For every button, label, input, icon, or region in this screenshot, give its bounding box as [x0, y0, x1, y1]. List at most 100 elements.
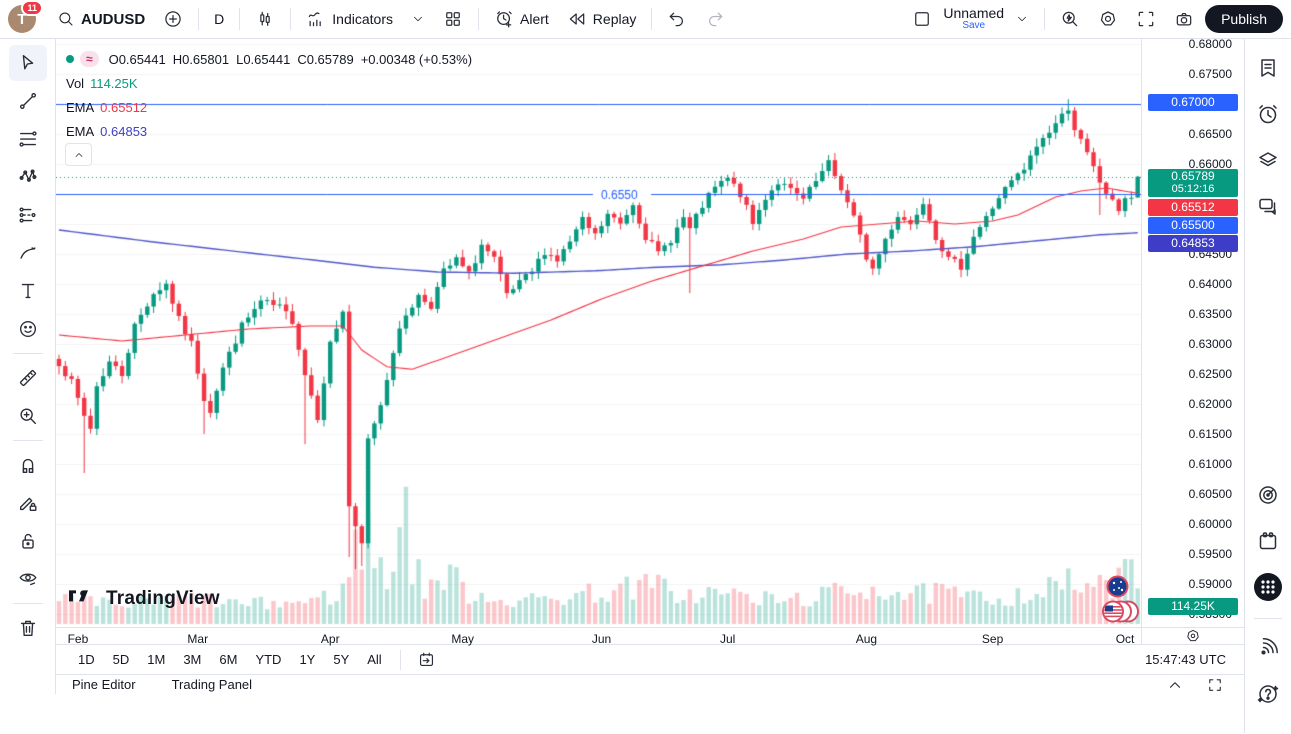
publish-button[interactable]: Publish — [1205, 5, 1283, 33]
grid-layout-button[interactable] — [436, 5, 470, 33]
top-toolbar: T 11 AUDUSD D Indicators Alert Replay — [0, 0, 1291, 39]
symbol-search-button[interactable]: AUDUSD — [50, 6, 152, 32]
replay-button[interactable]: Replay — [560, 5, 644, 33]
user-avatar[interactable]: T 11 — [8, 0, 43, 33]
lock-drawings-button[interactable] — [9, 523, 47, 559]
trend-line-tool-button[interactable] — [9, 83, 47, 119]
divider — [1044, 8, 1046, 30]
range-5d-button[interactable]: 5D — [112, 652, 130, 667]
cursor-tool-button[interactable] — [8, 45, 47, 81]
price-tick: 0.63000 — [1188, 337, 1232, 351]
range-6m-button[interactable]: 6M — [219, 652, 238, 667]
redo-button[interactable] — [698, 5, 732, 33]
time-axis-labels[interactable]: Feb Mar Apr May Jun Jul Aug Sep Oct — [56, 628, 1141, 646]
range-ytd-button[interactable]: YTD — [255, 652, 282, 667]
range-1d-button[interactable]: 1D — [78, 652, 95, 667]
layout-chevron[interactable] — [1008, 8, 1036, 30]
price-axis-badge[interactable]: 0.64853 — [1148, 235, 1238, 252]
price-chart-canvas[interactable] — [56, 39, 1141, 627]
fib-retracement-tool-button[interactable] — [9, 121, 47, 157]
divider — [478, 8, 479, 30]
legend-collapse-button[interactable] — [65, 143, 92, 166]
trash-icon — [20, 620, 35, 637]
indicators-icon — [309, 12, 322, 27]
help-icon — [1257, 685, 1279, 703]
trading-panel-tab[interactable]: Trading Panel — [171, 677, 253, 692]
undo-button[interactable] — [660, 5, 694, 33]
candlestick-icon — [260, 11, 271, 26]
quick-search-button[interactable] — [1053, 5, 1087, 33]
time-axis-month-label: Feb — [67, 632, 89, 646]
price-tick: 0.64000 — [1188, 277, 1232, 291]
volume-label: Vol — [66, 75, 85, 91]
object-tree-button[interactable] — [1251, 143, 1285, 177]
time-axis[interactable]: Feb Mar Apr May Jun Jul Aug Sep Oct — [56, 627, 1244, 646]
zoom-in-tool-button[interactable] — [9, 398, 47, 434]
chat-button[interactable] — [1251, 189, 1285, 223]
session-clock[interactable]: 15:47:43 UTC — [1145, 652, 1226, 667]
settings-button[interactable] — [1091, 5, 1125, 33]
help-button[interactable] — [1251, 677, 1285, 711]
screener-button[interactable] — [1251, 478, 1285, 512]
text-tool-button[interactable] — [9, 273, 47, 309]
price-tick: 0.59500 — [1188, 547, 1232, 561]
indicators-button[interactable]: Indicators — [299, 5, 400, 33]
price-axis-badge[interactable]: 0.67000 — [1148, 94, 1238, 111]
panel-maximize-icon[interactable] — [1206, 676, 1224, 694]
divider — [12, 603, 43, 604]
watchlist-button[interactable] — [1251, 51, 1285, 85]
hide-drawings-button[interactable] — [9, 561, 47, 597]
alert-button[interactable]: Alert — [487, 5, 556, 33]
price-axis-badge[interactable]: 0.65512 — [1148, 199, 1238, 216]
layout-manager-button[interactable] — [905, 5, 939, 33]
remove-drawings-button[interactable] — [9, 610, 47, 646]
brush-tool-button[interactable] — [9, 235, 47, 271]
axis-gear-icon[interactable] — [1185, 628, 1201, 644]
ohlc-values: O0.65441 H0.65801 L0.65441 C0.65789 +0.00348… — [109, 52, 479, 67]
delayed-data-icon[interactable]: ≈ — [80, 51, 99, 67]
range-5y-button[interactable]: 5Y — [333, 652, 350, 667]
pine-editor-tab[interactable]: Pine Editor — [72, 677, 136, 692]
alert-label: Alert — [520, 11, 549, 27]
compare-add-symbol-button[interactable] — [156, 5, 190, 33]
fib-lines-icon — [18, 131, 37, 147]
price-axis-badge[interactable]: 0.65789 05:12:16 — [1148, 169, 1238, 197]
pattern-tool-button[interactable] — [9, 159, 47, 195]
chart-style-button[interactable] — [248, 5, 282, 33]
range-3m-button[interactable]: 3M — [183, 652, 202, 667]
range-1y-button[interactable]: 1Y — [299, 652, 316, 667]
price-axis[interactable]: 0.68000 0.67500 0.66500 0.66000 0.64500 0.640… — [1141, 37, 1244, 627]
price-tick: 0.63500 — [1188, 307, 1232, 321]
emoji-tool-button[interactable] — [9, 311, 47, 347]
interval-button[interactable]: D — [207, 7, 231, 31]
time-axis-month-label: Jul — [719, 632, 736, 646]
price-tick: 0.67500 — [1188, 67, 1232, 81]
range-1m-button[interactable]: 1M — [147, 652, 166, 667]
magnet-mode-button[interactable] — [9, 447, 47, 483]
ema-slow-value: 0.64853 — [100, 123, 148, 139]
fullscreen-icon — [1138, 11, 1154, 27]
go-to-date-button[interactable] — [409, 645, 444, 674]
countdown-timer: 05:12:16 — [1171, 183, 1215, 195]
drawing-mode-lock-button[interactable] — [9, 485, 47, 521]
us-flag-events-icon[interactable] — [1100, 600, 1144, 623]
open-value: O0.65441 — [108, 51, 166, 67]
chart-plot-area[interactable]: ≈ O0.65441 H0.65801 L0.65441 C0.65789 +0.003… — [56, 39, 1141, 627]
time-axis-month-label: Mar — [187, 632, 209, 646]
apps-menu-button[interactable] — [1251, 570, 1285, 604]
indicator-templates-chevron[interactable] — [404, 8, 432, 30]
change-value: +0.00348 (+0.53%) — [360, 51, 473, 67]
fullscreen-button[interactable] — [1129, 5, 1163, 33]
price-axis-badge[interactable]: 0.65500 — [1148, 217, 1238, 234]
australia-flag-event-icon[interactable] — [1106, 575, 1129, 598]
measure-tool-button[interactable] — [9, 360, 47, 396]
prediction-tool-button[interactable] — [9, 197, 47, 233]
alerts-button[interactable] — [1251, 97, 1285, 131]
layout-name-button[interactable]: Unnamed Save — [943, 6, 1004, 31]
range-all-button[interactable]: All — [367, 652, 382, 667]
screenshot-button[interactable] — [1167, 5, 1201, 33]
news-feed-button[interactable] — [1251, 631, 1285, 665]
panel-chevron-up-icon[interactable] — [1166, 676, 1184, 694]
calendar-button[interactable] — [1251, 524, 1285, 558]
price-axis-badge[interactable]: 114.25K — [1148, 598, 1238, 615]
